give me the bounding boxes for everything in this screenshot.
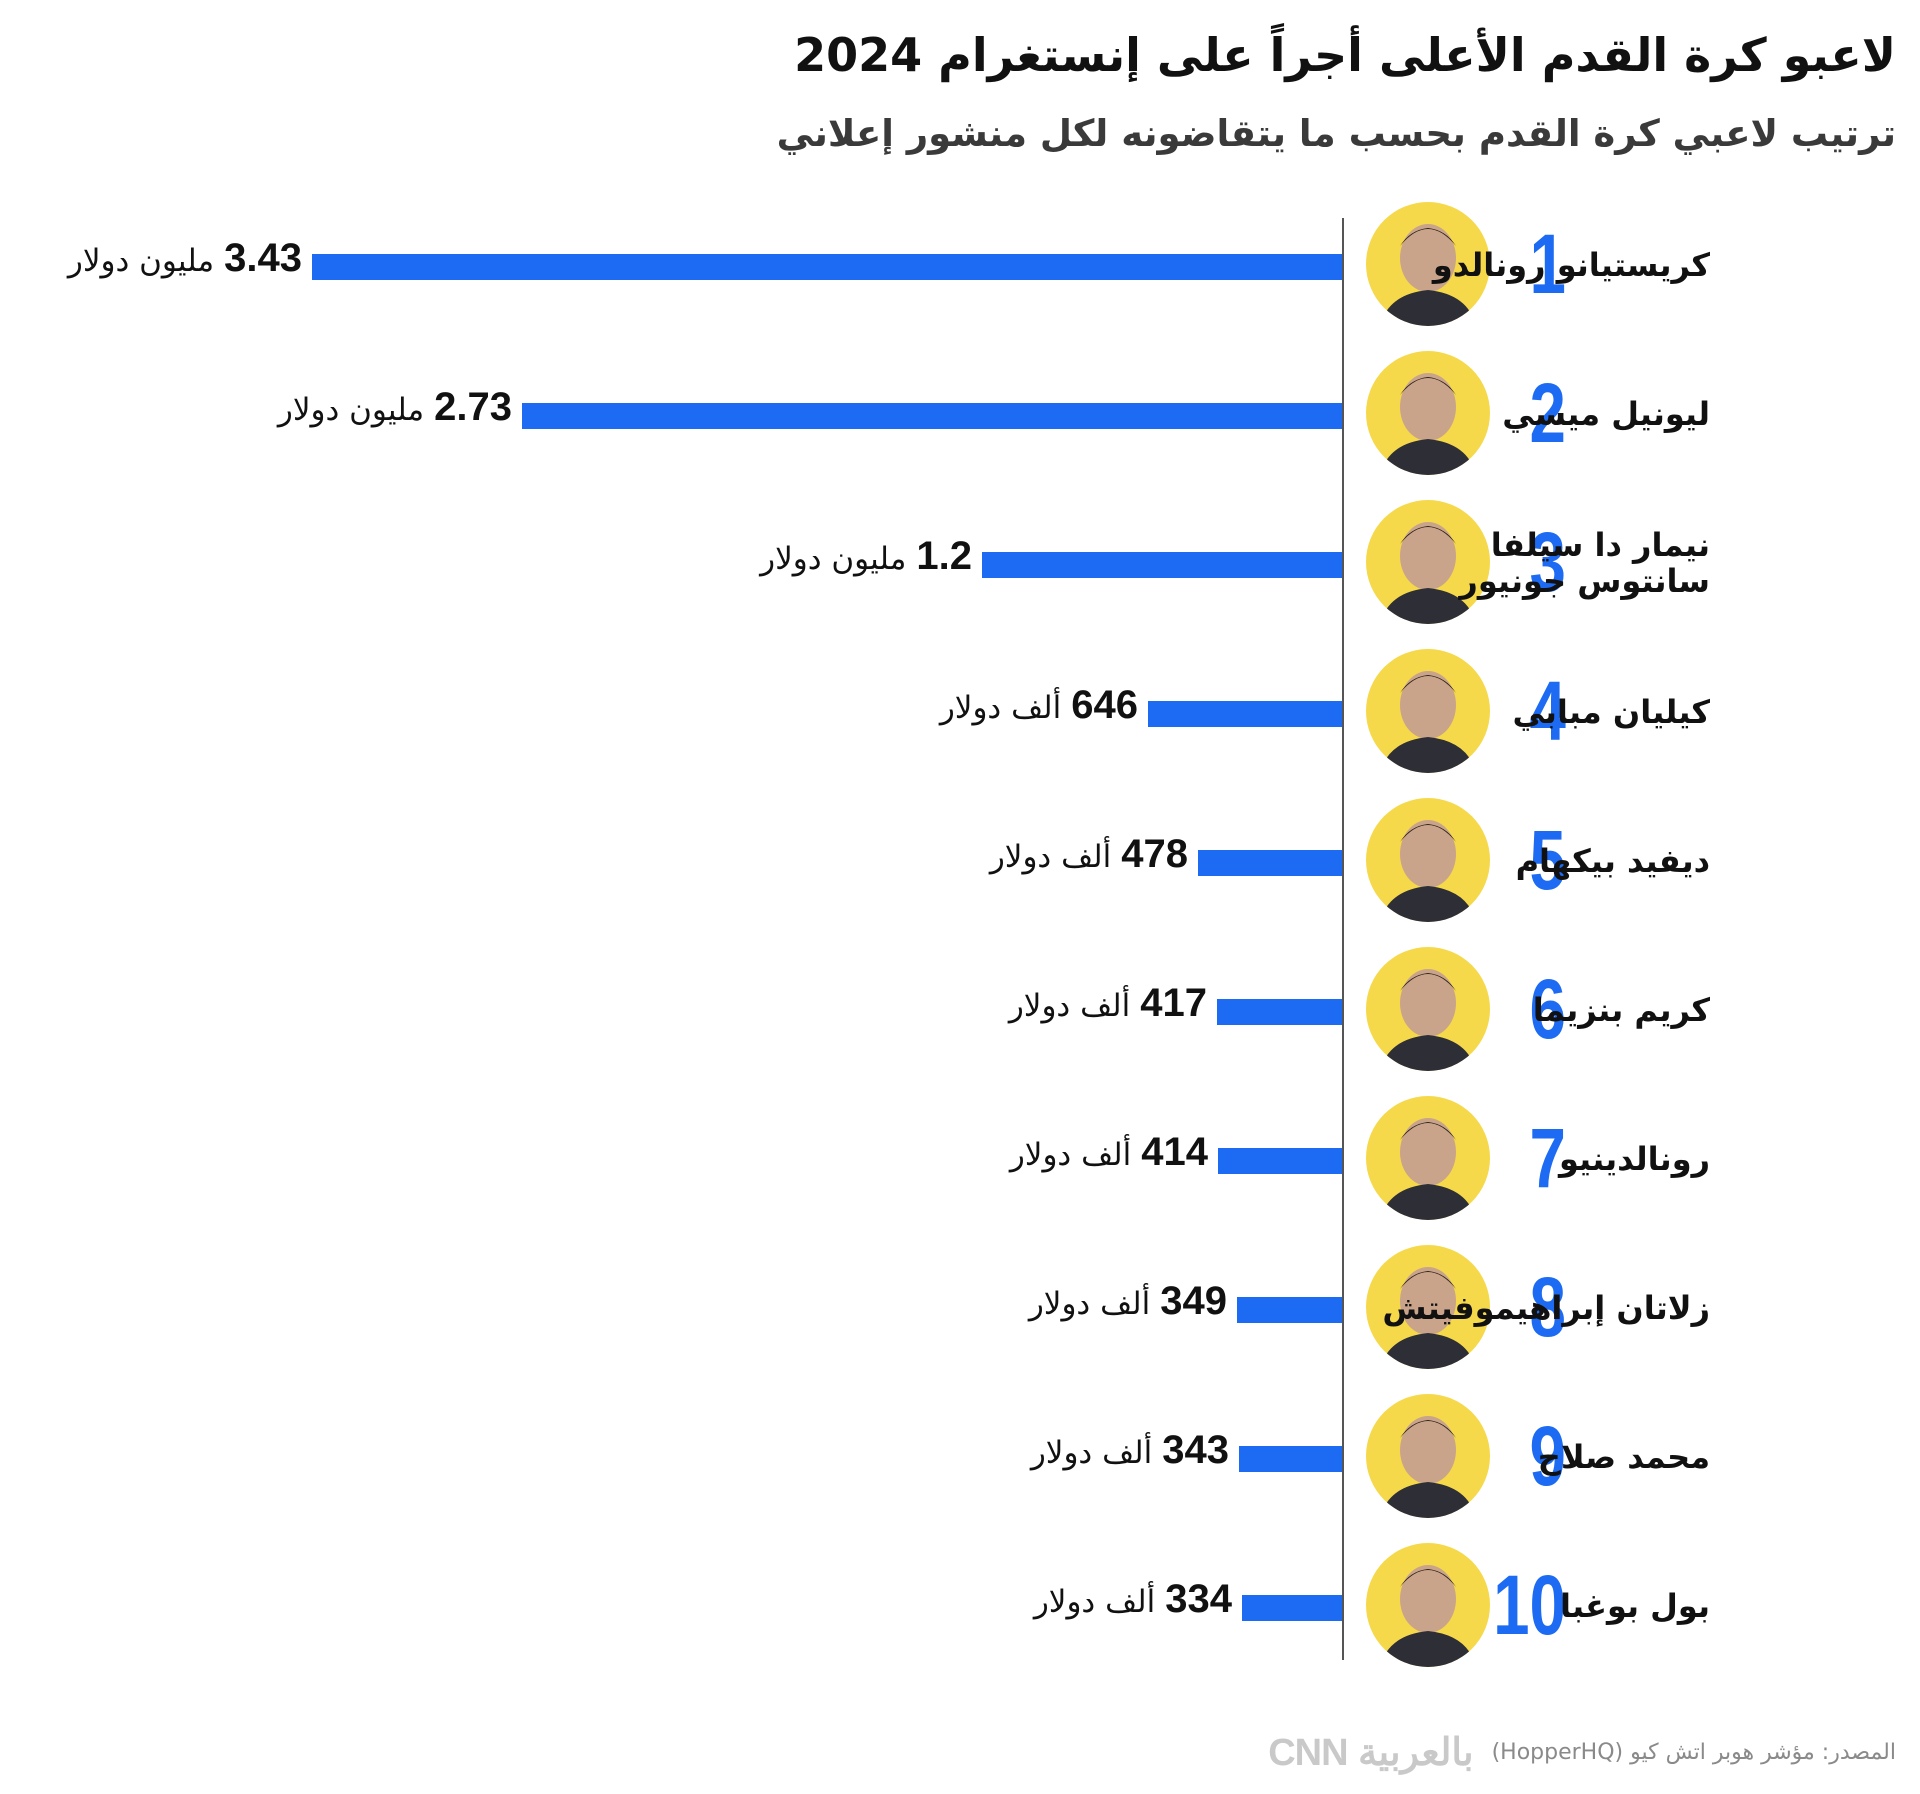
value-unit: مليون دولار (760, 541, 907, 577)
value-number: 478 (1121, 832, 1188, 876)
rank-number: 7 (1529, 1111, 1566, 1205)
bar-row: ألف دولار 343 9 محمد صلاح (0, 1384, 1920, 1532)
value-label: ألف دولار 646 (940, 683, 1138, 728)
source-note: المصدر: مؤشر هوبر اتش كيو (HopperHQ) (1491, 1740, 1896, 1765)
value-label: مليون دولار 3.43 (68, 236, 302, 281)
bar (1148, 701, 1342, 727)
player-photo (1366, 1543, 1490, 1667)
bar-row: ألف دولار 417 6 كريم بنزيما (0, 937, 1920, 1085)
bar-row: ألف دولار 414 7 رونالدينيو (0, 1086, 1920, 1234)
value-unit: ألف دولار (1008, 988, 1131, 1024)
rank-number: 6 (1529, 962, 1566, 1056)
player-name: رونالدينيو (1558, 1140, 1710, 1178)
bar-row: ألف دولار 646 4 كيليان مبابي (0, 639, 1920, 787)
cnn-arabic-logo: بالعربية CNN (1268, 1732, 1474, 1774)
value-number: 646 (1071, 683, 1138, 727)
chart-title: لاعبو كرة القدم الأعلى أجراً على إنستغرا… (794, 28, 1896, 82)
value-number: 343 (1162, 1428, 1229, 1472)
bar-row: مليون دولار 2.73 2 ليونيل ميسي (0, 341, 1920, 489)
bar (1242, 1595, 1342, 1621)
bar (522, 403, 1342, 429)
bar-row: مليون دولار 1.2 3 نيمار دا سيلفا سانتوس جون… (0, 490, 1920, 638)
player-name: ليونيل ميسي (1502, 395, 1710, 433)
rank-number: 3 (1529, 515, 1566, 609)
value-number: 349 (1160, 1279, 1227, 1323)
value-label: ألف دولار 478 (990, 832, 1188, 877)
value-number: 334 (1165, 1577, 1232, 1621)
player-photo (1366, 1394, 1490, 1518)
bar-row: ألف دولار 478 5 ديفيد بيكهام (0, 788, 1920, 936)
axis-line (1342, 218, 1344, 1660)
value-number: 1.2 (916, 534, 972, 578)
player-name: بول بوغبا (1560, 1587, 1710, 1625)
rank-number: 9 (1529, 1409, 1566, 1503)
bar-row: ألف دولار 349 8 زلاتان إبراهيموفيتش (0, 1235, 1920, 1383)
value-label: ألف دولار 414 (1010, 1130, 1208, 1175)
player-name: كريم بنزيما (1532, 991, 1710, 1029)
value-unit: ألف دولار (1030, 1435, 1153, 1471)
rank-number: 5 (1529, 813, 1566, 907)
player-name: نيمار دا سيلفا سانتوس جونيور (1459, 526, 1710, 600)
value-unit: ألف دولار (1028, 1286, 1151, 1322)
bar (1217, 999, 1342, 1025)
value-label: ألف دولار 417 (1009, 981, 1207, 1026)
value-unit: ألف دولار (989, 839, 1112, 875)
value-unit: مليون دولار (67, 243, 215, 279)
value-number: 414 (1141, 1130, 1208, 1174)
bar-row: مليون دولار 3.43 1 كريستيانو رونالدو (0, 192, 1920, 340)
value-label: ألف دولار 343 (1031, 1428, 1229, 1473)
player-photo (1366, 1096, 1490, 1220)
bar (312, 254, 1342, 280)
value-unit: ألف دولار (1033, 1584, 1156, 1620)
rank-number: 10 (1493, 1558, 1566, 1652)
player-name: كريستيانو رونالدو (1432, 246, 1710, 284)
value-label: مليون دولار 2.73 (278, 385, 512, 430)
value-label: مليون دولار 1.2 (760, 534, 972, 579)
value-number: 2.73 (434, 385, 512, 429)
value-number: 3.43 (224, 236, 302, 280)
bar (982, 552, 1342, 578)
player-name: محمد صلاح (1537, 1438, 1710, 1476)
footer: المصدر: مؤشر هوبر اتش كيو (HopperHQ) بال… (1268, 1730, 1896, 1775)
rank-number: 4 (1529, 664, 1566, 758)
player-photo (1366, 202, 1490, 326)
player-photo (1366, 798, 1490, 922)
rank-number: 2 (1529, 366, 1566, 460)
player-photo (1366, 500, 1490, 624)
player-name: زلاتان إبراهيموفيتش (1382, 1289, 1710, 1327)
rank-number: 1 (1529, 217, 1566, 311)
bar (1239, 1446, 1342, 1472)
value-label: ألف دولار 349 (1029, 1279, 1227, 1324)
value-unit: ألف دولار (1009, 1137, 1132, 1173)
bar (1198, 850, 1342, 876)
bar-row: ألف دولار 334 10 بول بوغبا (0, 1533, 1920, 1681)
player-name: ديفيد بيكهام (1515, 842, 1710, 880)
value-unit: ألف دولار (939, 690, 1062, 726)
player-name: كيليان مبابي (1512, 693, 1710, 731)
bar (1218, 1148, 1342, 1174)
player-photo (1366, 351, 1490, 475)
bar (1237, 1297, 1342, 1323)
player-photo (1366, 947, 1490, 1071)
value-label: ألف دولار 334 (1034, 1577, 1232, 1622)
value-number: 417 (1140, 981, 1207, 1025)
chart-subtitle: ترتيب لاعبي كرة القدم بحسب ما يتقاضونه ل… (776, 112, 1896, 155)
player-photo (1366, 1245, 1490, 1369)
value-unit: مليون دولار (277, 392, 425, 428)
rank-number: 8 (1529, 1260, 1566, 1354)
player-photo (1366, 649, 1490, 773)
